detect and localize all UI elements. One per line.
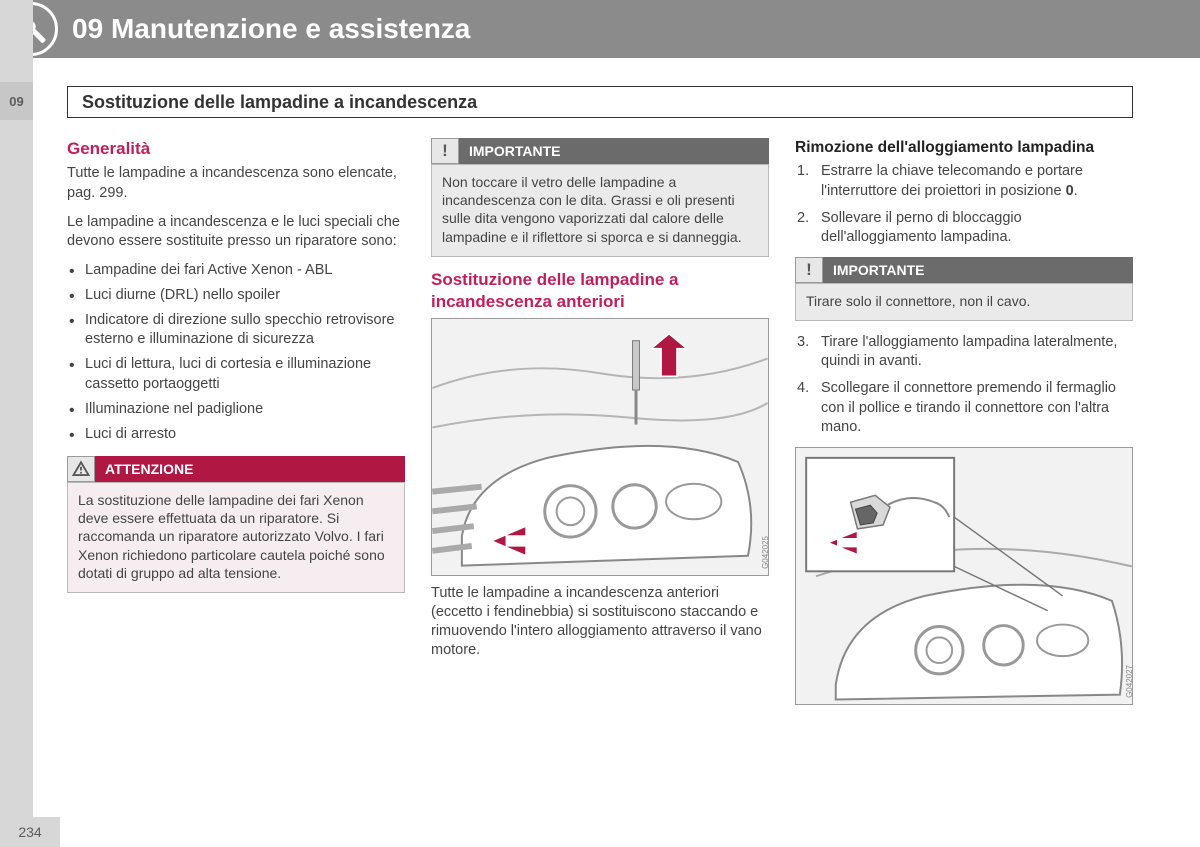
ordered-list: Estrarre la chiave telecomando e portare… [795, 162, 1133, 247]
warning-box: ATTENZIONE La sostituzione delle lampadi… [67, 456, 405, 593]
heading-rimozione: Rimozione dell'alloggiamento lampadina [795, 138, 1133, 158]
column-3: Rimozione dell'alloggiamento lampadina E… [795, 138, 1133, 787]
paragraph: Tutte le lampadine a incandescenza sono … [67, 164, 405, 202]
list-item: Luci diurne (DRL) nello spoiler [67, 286, 405, 305]
side-tab-active: 09 [0, 82, 33, 120]
chapter-header: 09 Manutenzione e assistenza [0, 0, 1200, 58]
list-item: Scollegare il connettore premendo il fer… [795, 379, 1133, 436]
info-icon: ! [431, 138, 459, 164]
important-label: IMPORTANTE [459, 138, 769, 164]
list-item: Lampadine dei fari Active Xenon - ABL [67, 261, 405, 280]
side-tabs: 09 [0, 0, 33, 847]
important-body: Non toccare il vetro delle lampadine a i… [431, 164, 769, 257]
important-label: IMPORTANTE [823, 257, 1133, 283]
list-item: Tirare l'alloggiamento lampadina lateral… [795, 333, 1133, 371]
page-number: 234 [0, 817, 60, 847]
heading-generalita: Generalità [67, 138, 405, 160]
heading-sostituzione: Sostituzione delle lampadine a incandesc… [431, 269, 769, 314]
chapter-title: 09 Manutenzione e assistenza [72, 13, 470, 45]
headlight-figure-2: G042027 [795, 447, 1133, 705]
warning-body: La sostituzione delle lampadine dei fari… [67, 482, 405, 593]
figure-caption: Tutte le lampadine a incandescenza anter… [431, 584, 769, 661]
list-item: Estrarre la chiave telecomando e portare… [795, 162, 1133, 200]
ordered-list: Tirare l'alloggiamento lampadina lateral… [795, 333, 1133, 437]
list-item: Sollevare il perno di bloccaggio dell'al… [795, 209, 1133, 247]
column-2: ! IMPORTANTE Non toccare il vetro delle … [431, 138, 769, 787]
list-item: Luci di lettura, luci di cortesia e illu… [67, 355, 405, 393]
bullet-list: Lampadine dei fari Active Xenon - ABL Lu… [67, 261, 405, 444]
info-icon: ! [795, 257, 823, 283]
headlight-figure-1: G042025 [431, 318, 769, 576]
section-title: Sostituzione delle lampadine a incandesc… [67, 86, 1133, 118]
list-item: Indicatore di direzione sullo specchio r… [67, 311, 405, 349]
column-1: Generalità Tutte le lampadine a incandes… [67, 138, 405, 787]
warning-label: ATTENZIONE [95, 456, 405, 482]
list-item: Luci di arresto [67, 425, 405, 444]
list-item: Illuminazione nel padiglione [67, 400, 405, 419]
important-box: ! IMPORTANTE Non toccare il vetro delle … [431, 138, 769, 257]
figure-id: G042027 [1125, 665, 1133, 698]
content-area: Generalità Tutte le lampadine a incandes… [67, 138, 1133, 787]
warning-triangle-icon [67, 456, 95, 482]
important-body: Tirare solo il connettore, non il cavo. [795, 283, 1133, 321]
important-box: ! IMPORTANTE Tirare solo il connettore, … [795, 257, 1133, 321]
paragraph: Le lampadine a incandescenza e le luci s… [67, 213, 405, 251]
figure-id: G042025 [761, 536, 769, 569]
